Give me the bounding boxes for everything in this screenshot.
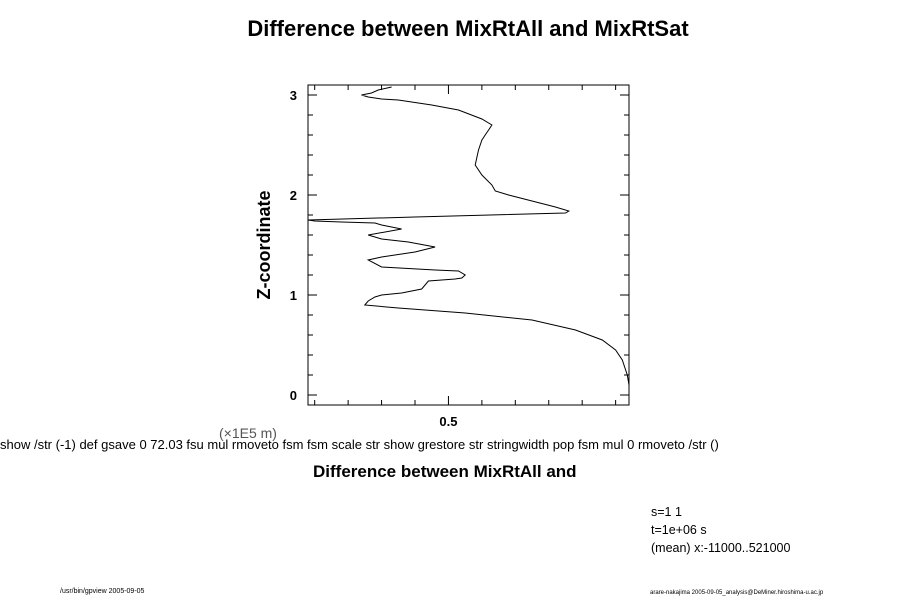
info-line: t=1e+06 s (651, 523, 707, 537)
chart-title: Difference between MixRtAll and MixRtSat (247, 16, 689, 41)
info-line: (mean) x:-11000..521000 (651, 541, 791, 555)
info-panel: s=1 1 t=1e+06 s (mean) x:-11000..521000 (651, 503, 790, 557)
y-axis-label: Z-coordinate (254, 190, 274, 299)
postscript-text: show /str (-1) def gsave 0 72.03 fsu mul… (0, 437, 719, 452)
tick-marks (308, 85, 629, 405)
y-tick-label: 1 (290, 288, 297, 303)
info-line: s=1 1 (651, 505, 682, 519)
y-axis-unit: (×1E5 m) (219, 425, 277, 441)
footer-right: arare-nakajima 2005-09-05_analysis@DeMin… (650, 590, 824, 596)
x-tick-label: 0.5 (439, 414, 457, 429)
y-tick-label: 0 (290, 388, 297, 403)
y-tick-label: 3 (290, 88, 297, 103)
plot-frame (307, 84, 630, 406)
x-axis-label: Difference between MixRtAll and (313, 462, 577, 481)
footer-left: /usr/bin/gpview 2005-09-05 (60, 588, 145, 595)
series-line (307, 86, 630, 386)
y-tick-label: 2 (290, 188, 297, 203)
tick-labels: 0 1 2 3 0.5 (290, 88, 458, 429)
